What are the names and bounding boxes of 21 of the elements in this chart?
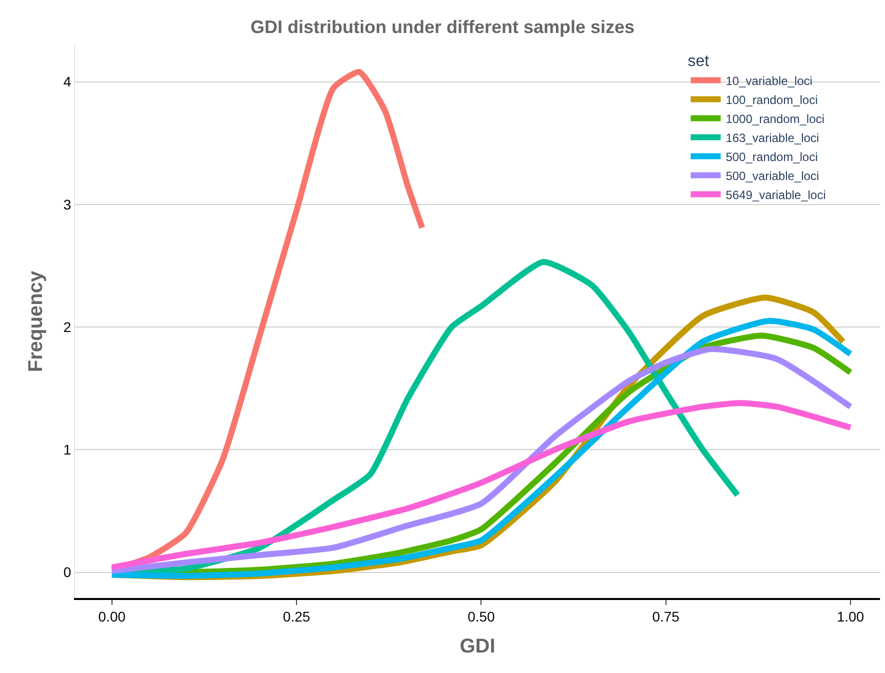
legend-label: 1000_random_loci — [726, 112, 824, 126]
x-tick-label: 0.75 — [652, 608, 680, 625]
y-tick-label: 1 — [63, 442, 72, 458]
y-tick-label: 3 — [63, 196, 72, 212]
legend-label: 100_random_loci — [726, 92, 818, 107]
y-tick-label: 4 — [63, 74, 72, 90]
x-tick-label: 0.00 — [98, 608, 126, 625]
legend-label: 10_variable_loci — [726, 74, 812, 88]
y-axis-title: Frequency — [24, 270, 47, 372]
x-axis-title: GDI — [460, 636, 496, 658]
legend-title: set — [688, 52, 710, 70]
legend-label: 5649_variable_loci — [726, 188, 826, 202]
chart-title: GDI distribution under different sample sizes — [250, 16, 635, 37]
y-tick-label: 2 — [63, 318, 72, 335]
x-tick-label: 0.25 — [282, 608, 310, 625]
legend-label: 163_variable_loci — [726, 130, 820, 145]
x-tick-label: 1.00 — [836, 608, 864, 625]
legend-label: 500_variable_loci — [726, 168, 820, 183]
x-tick-label: 0.50 — [468, 608, 496, 625]
legend-label: 500_random_loci — [726, 150, 818, 164]
y-tick-label: 0 — [63, 564, 72, 580]
